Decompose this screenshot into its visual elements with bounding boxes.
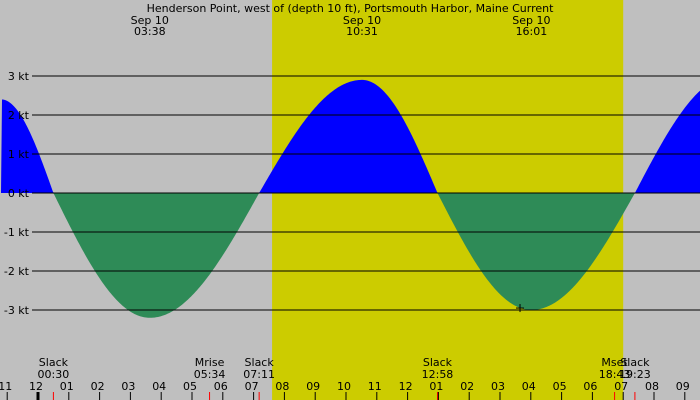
hour-label: 11	[0, 380, 12, 393]
event-time: 00:30	[38, 368, 70, 381]
top-date-label: Sep 10	[343, 14, 381, 27]
event-name: Slack	[620, 356, 650, 369]
hour-label: 12	[29, 380, 43, 393]
hour-label: 06	[583, 380, 597, 393]
event-time: 05:34	[194, 368, 226, 381]
y-tick-label: 3 kt	[8, 70, 30, 83]
top-time-label: 16:01	[516, 25, 548, 38]
y-tick-label: 2 kt	[8, 109, 30, 122]
hour-label: 01	[60, 380, 74, 393]
hour-label: 07	[614, 380, 628, 393]
y-tick-label: -3 kt	[4, 304, 30, 317]
hour-label: 11	[368, 380, 382, 393]
event-name: Slack	[245, 356, 275, 369]
y-tick-label: -1 kt	[4, 226, 30, 239]
hour-label: 02	[460, 380, 474, 393]
top-time-label: 10:31	[346, 25, 378, 38]
event-name: Mset	[601, 356, 628, 369]
ebb-current-area	[0, 193, 700, 318]
y-tick-label: -2 kt	[4, 265, 30, 278]
event-name: Mrise	[195, 356, 225, 369]
hour-label: 10	[337, 380, 351, 393]
hour-label: 03	[121, 380, 135, 393]
hour-label: 05	[183, 380, 197, 393]
event-labels: Slack00:30Mrise05:34Slack07:11Slack12:58…	[38, 356, 651, 400]
y-tick-label: 0 kt	[8, 187, 30, 200]
top-date-label: Sep 10	[512, 14, 550, 27]
top-date-label: Sep 10	[131, 14, 169, 27]
hour-label: 04	[152, 380, 166, 393]
event-time: 19:23	[619, 368, 651, 381]
event-time: 18:43	[599, 368, 631, 381]
event-name: Slack	[39, 356, 69, 369]
hour-label: 08	[645, 380, 659, 393]
y-gridlines	[32, 75, 700, 311]
hour-label: 05	[553, 380, 567, 393]
hour-label: 08	[275, 380, 289, 393]
event-name: Slack	[423, 356, 453, 369]
top-time-label: 03:38	[134, 25, 166, 38]
hour-label: 02	[91, 380, 105, 393]
now-marker	[516, 304, 525, 313]
hour-label: 03	[491, 380, 505, 393]
hour-label: 06	[214, 380, 228, 393]
flood-current-area	[0, 79, 700, 193]
x-axis-ticks: 11 12 01 02 03 04 05 06 07 08 09 10 11 12 01 02 03 04 05 06…	[0, 380, 690, 400]
hour-label: 01	[429, 380, 443, 393]
chart-title: Henderson Point, west of (depth 10 ft), …	[147, 2, 555, 15]
y-tick-label: 1 kt	[8, 148, 30, 161]
hour-label: 09	[676, 380, 690, 393]
hour-label: 07	[245, 380, 259, 393]
hour-label: 04	[522, 380, 536, 393]
event-time: 12:58	[422, 368, 454, 381]
hour-label: 12	[399, 380, 413, 393]
hour-label: 09	[306, 380, 320, 393]
event-time: 07:11	[243, 368, 275, 381]
y-axis-labels: 3 kt 2 kt 1 kt 0 kt -1 kt -2 kt -3 kt	[4, 70, 30, 317]
